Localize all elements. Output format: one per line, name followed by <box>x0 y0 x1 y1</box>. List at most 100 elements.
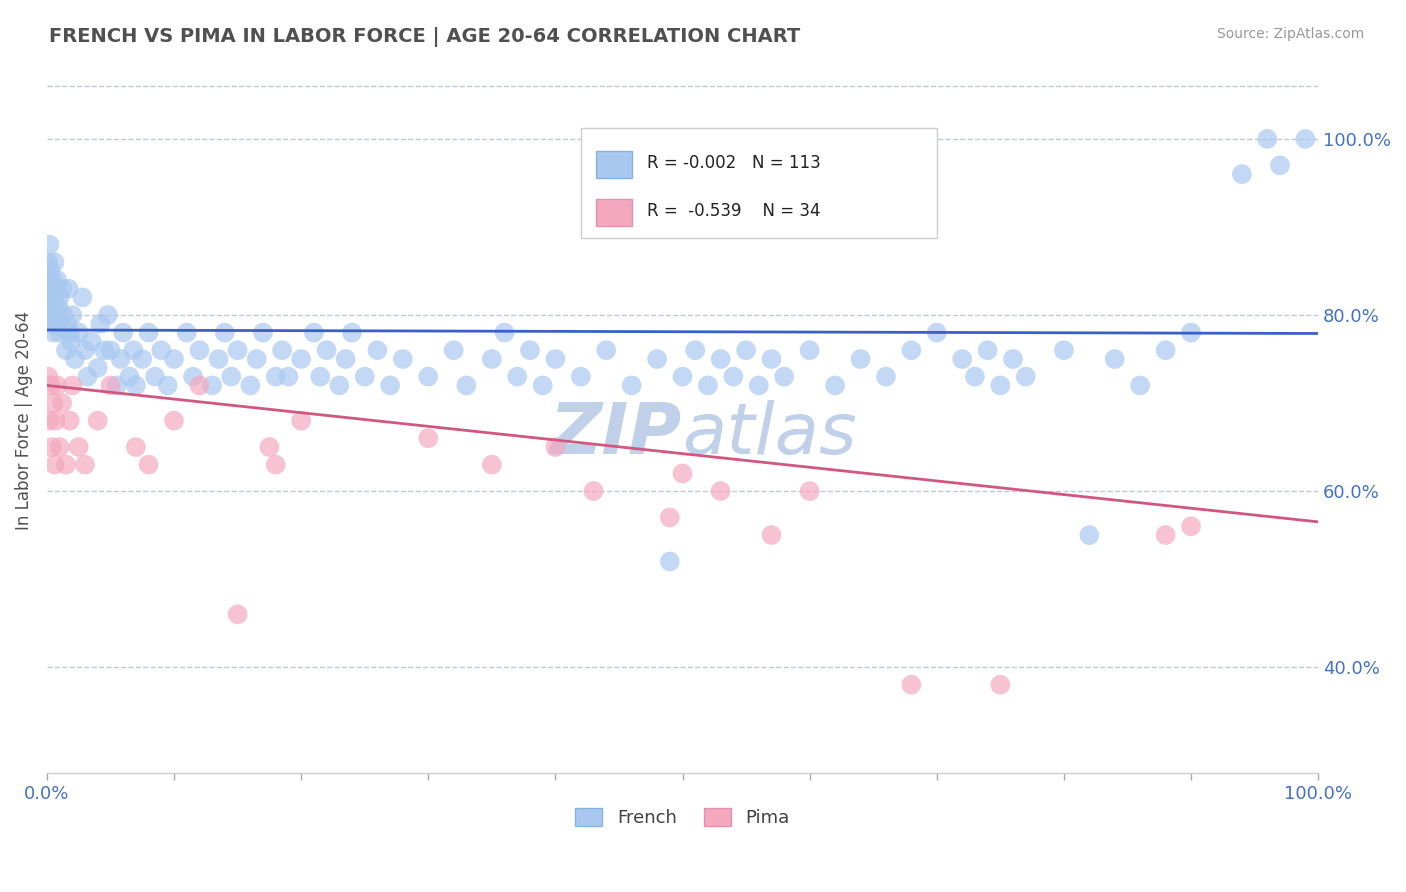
Point <box>569 369 592 384</box>
Point <box>46 317 69 331</box>
Point <box>76 369 98 384</box>
Point <box>42 396 65 410</box>
Point <box>264 458 287 472</box>
Point <box>131 351 153 366</box>
Point <box>56 317 79 331</box>
Point <box>219 369 242 384</box>
Point <box>73 458 96 472</box>
Point <box>418 431 440 445</box>
Point <box>48 290 70 304</box>
Point <box>277 369 299 384</box>
Point <box>39 378 62 392</box>
Point <box>252 326 274 340</box>
Point <box>59 414 82 428</box>
Point <box>1002 351 1025 366</box>
Point <box>645 351 668 366</box>
Point <box>506 369 529 384</box>
Point <box>118 369 141 384</box>
Point <box>89 317 111 331</box>
Point <box>683 343 706 358</box>
Point <box>39 264 62 278</box>
Point <box>188 343 211 358</box>
Point <box>39 290 62 304</box>
Point <box>620 378 643 392</box>
Point <box>72 290 94 304</box>
Point <box>45 414 67 428</box>
Point <box>544 440 567 454</box>
Text: atlas: atlas <box>682 401 858 469</box>
Point <box>46 273 69 287</box>
Point <box>335 351 357 366</box>
Point <box>45 308 67 322</box>
Point <box>1015 369 1038 384</box>
Bar <box>596 199 631 227</box>
Point <box>87 414 110 428</box>
Point <box>60 334 83 349</box>
Point <box>176 326 198 340</box>
Point <box>122 343 145 358</box>
Point <box>658 554 681 568</box>
Point <box>456 378 478 392</box>
Point <box>544 351 567 366</box>
Point <box>52 308 75 322</box>
Point <box>1294 132 1316 146</box>
Point <box>48 326 70 340</box>
Point <box>188 378 211 392</box>
Point <box>41 440 63 454</box>
Point <box>582 484 605 499</box>
Point <box>38 237 60 252</box>
Point <box>226 607 249 622</box>
Point <box>735 343 758 358</box>
Point <box>38 414 60 428</box>
Point <box>100 378 122 392</box>
Point <box>1078 528 1101 542</box>
Point <box>799 484 821 499</box>
Point <box>264 369 287 384</box>
Point <box>37 290 59 304</box>
Point <box>925 326 948 340</box>
Point <box>761 528 783 542</box>
Point <box>963 369 986 384</box>
Point <box>824 378 846 392</box>
Point <box>93 343 115 358</box>
Point <box>697 378 720 392</box>
Point <box>748 378 770 392</box>
Point <box>290 414 312 428</box>
Point <box>481 458 503 472</box>
Point <box>418 369 440 384</box>
Point <box>309 369 332 384</box>
Point <box>531 378 554 392</box>
Point <box>100 343 122 358</box>
Point <box>38 282 60 296</box>
Point <box>51 282 73 296</box>
Point <box>1268 158 1291 172</box>
Point <box>46 378 69 392</box>
Point <box>392 351 415 366</box>
Point <box>42 326 65 340</box>
Point <box>55 458 77 472</box>
Point <box>976 343 998 358</box>
Point <box>201 378 224 392</box>
Point <box>239 378 262 392</box>
Point <box>1180 326 1202 340</box>
Point <box>443 343 465 358</box>
Point <box>328 378 350 392</box>
Text: R =  -0.539    N = 34: R = -0.539 N = 34 <box>647 202 821 219</box>
Point <box>494 326 516 340</box>
Text: FRENCH VS PIMA IN LABOR FORCE | AGE 20-64 CORRELATION CHART: FRENCH VS PIMA IN LABOR FORCE | AGE 20-6… <box>49 27 800 46</box>
Point <box>1180 519 1202 533</box>
Point <box>1256 132 1278 146</box>
Point <box>761 351 783 366</box>
Point <box>156 378 179 392</box>
Point <box>45 282 67 296</box>
Point <box>259 440 281 454</box>
Point <box>1154 343 1177 358</box>
Point <box>181 369 204 384</box>
Point <box>42 282 65 296</box>
Point <box>97 308 120 322</box>
Point <box>125 440 148 454</box>
Point <box>58 282 80 296</box>
Point <box>988 678 1011 692</box>
Point <box>671 369 693 384</box>
Point <box>105 378 128 392</box>
